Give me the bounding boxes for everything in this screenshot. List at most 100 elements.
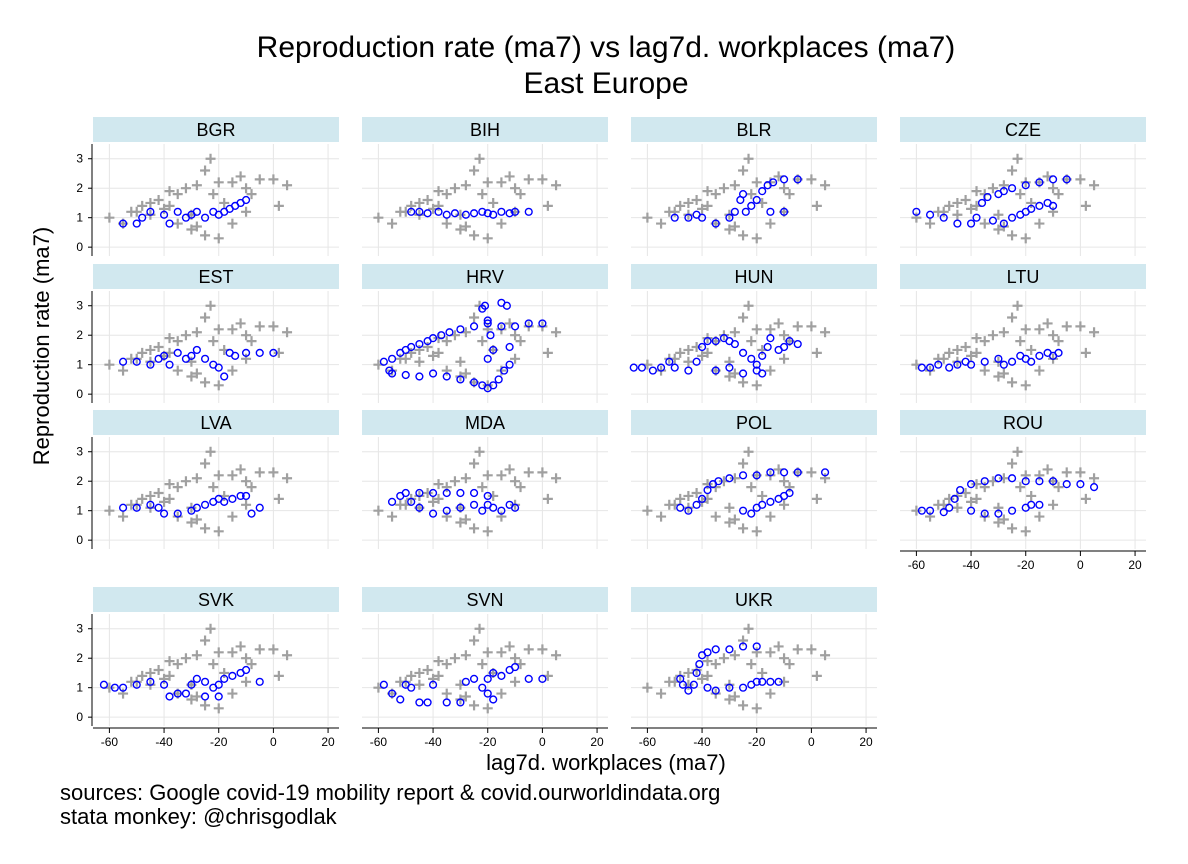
point-hun	[785, 337, 794, 346]
background-point-marker	[200, 230, 211, 241]
point-cze	[953, 219, 962, 228]
background-point-marker	[702, 656, 713, 667]
background-point-marker	[515, 189, 526, 200]
point-cze	[1007, 213, 1017, 222]
point-hun	[648, 366, 657, 375]
background-point-marker	[987, 183, 998, 194]
background-point-marker	[241, 653, 252, 664]
y-tick-label: 0	[76, 533, 83, 547]
background-point-marker	[779, 353, 790, 364]
point-hrv	[538, 319, 547, 328]
panel-title-pol: POL	[736, 413, 772, 433]
point-est	[192, 345, 201, 355]
point-svn	[489, 668, 498, 678]
background-point-marker	[191, 691, 202, 702]
background-point-marker	[200, 165, 211, 176]
point-lva	[220, 497, 229, 506]
point-svk	[214, 680, 223, 689]
background-point-marker	[938, 206, 949, 217]
background-point-marker	[523, 467, 534, 478]
y-tick-label: 1	[76, 211, 83, 225]
point-svk	[146, 677, 155, 686]
background-point-marker	[998, 473, 1009, 484]
background-point-marker	[164, 186, 175, 197]
background-point-marker	[691, 342, 702, 352]
point-bih	[489, 210, 498, 219]
background-point-marker	[1080, 347, 1091, 358]
point-rou	[1021, 477, 1030, 486]
background-point-marker	[145, 344, 156, 355]
x-tick-label: 20	[1128, 558, 1142, 572]
background-point-marker	[213, 470, 224, 481]
point-hun	[763, 342, 772, 352]
background-point-marker	[441, 336, 452, 347]
background-point-marker	[164, 670, 175, 681]
point-blr	[779, 207, 789, 216]
point-ukr	[711, 686, 720, 695]
point-hun	[747, 354, 756, 363]
background-point-marker	[738, 165, 749, 176]
background-point-marker	[669, 206, 680, 217]
background-point-marker	[164, 200, 175, 211]
background-point-marker	[510, 653, 521, 664]
background-point-marker	[724, 224, 735, 235]
background-point-marker	[172, 482, 183, 493]
background-point-marker	[1020, 324, 1031, 335]
background-point-marker	[433, 347, 444, 358]
point-bih	[497, 207, 506, 216]
background-point-marker	[268, 174, 279, 185]
background-point-marker	[1048, 330, 1059, 341]
background-point-marker	[180, 183, 191, 194]
y-tick-label: 3	[76, 152, 83, 166]
background-point-marker	[1020, 470, 1031, 481]
point-lva	[192, 503, 201, 512]
background-point-marker	[743, 623, 754, 634]
background-point-marker	[537, 644, 548, 655]
background-point-marker	[1053, 482, 1064, 493]
background-point-marker	[241, 183, 252, 194]
point-ukr	[758, 677, 767, 686]
background-point-marker	[710, 511, 721, 522]
background-point-marker	[702, 670, 713, 681]
point-svn	[461, 677, 470, 686]
point-pol	[820, 468, 830, 477]
point-bih	[505, 209, 514, 218]
background-point-marker	[1048, 183, 1059, 194]
point-est	[159, 351, 169, 360]
point-rou	[966, 506, 976, 515]
background-point-marker	[1089, 473, 1100, 484]
background-point-marker	[683, 667, 694, 678]
background-point-marker	[460, 180, 471, 191]
panel-header-hrv	[362, 264, 608, 289]
background-point-marker	[683, 490, 694, 501]
background-point-marker	[164, 656, 175, 667]
background-point-marker	[1061, 321, 1072, 332]
background-point-marker	[1034, 324, 1045, 335]
background-point-marker	[729, 327, 740, 338]
background-point-marker	[993, 224, 1004, 235]
x-tick-label: 0	[270, 735, 277, 749]
point-hun	[670, 363, 679, 372]
background-point-marker	[765, 511, 776, 522]
background-point-marker	[765, 647, 776, 658]
background-point-marker	[1015, 482, 1026, 493]
point-rou	[1035, 500, 1044, 509]
background-point-marker	[1020, 380, 1031, 391]
background-point-marker	[496, 470, 507, 481]
y-tick-label: 2	[76, 651, 83, 665]
background-point-marker	[784, 482, 795, 493]
background-point-marker	[488, 197, 499, 208]
point-svn	[396, 695, 405, 704]
background-point-marker	[952, 197, 963, 208]
background-point-marker	[751, 177, 762, 188]
background-point-marker	[273, 200, 284, 211]
background-point-marker	[738, 377, 749, 388]
point-ukr	[752, 677, 761, 686]
point-ltu	[917, 363, 926, 372]
panel-header-svn	[362, 587, 608, 612]
point-cze	[1035, 178, 1044, 187]
point-cze	[1062, 175, 1071, 184]
point-blr	[684, 213, 693, 222]
point-svk	[200, 677, 210, 686]
point-est	[269, 348, 278, 357]
